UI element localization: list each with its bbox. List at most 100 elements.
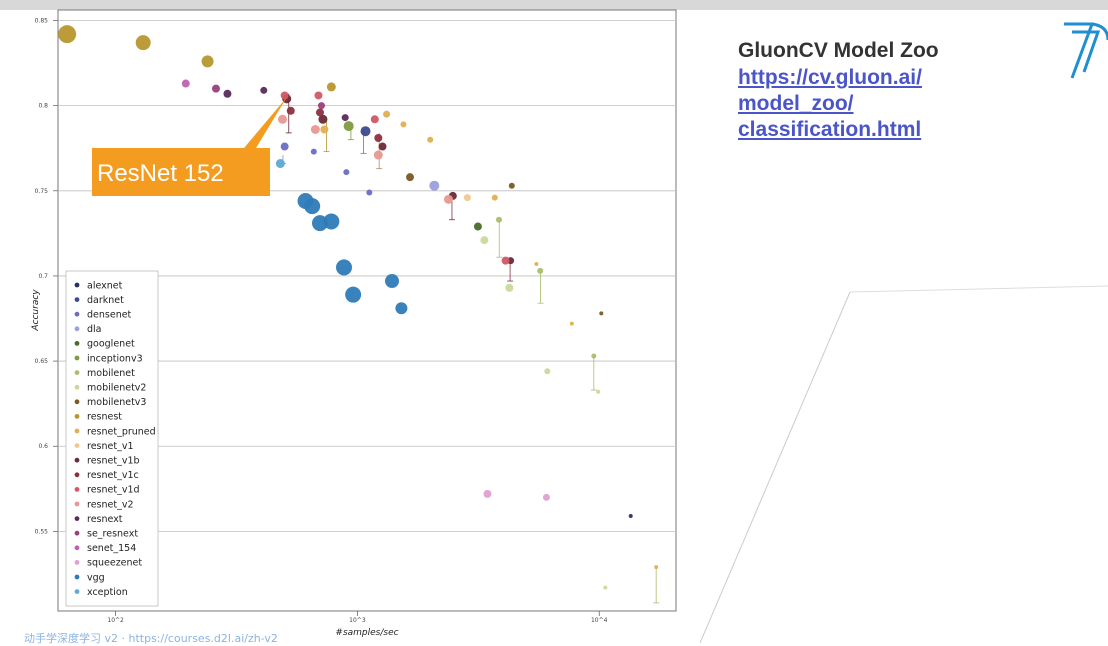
legend-swatch-resnest — [74, 414, 80, 419]
alexnet-point-0 — [628, 514, 633, 519]
legend-label-dla: dla — [87, 324, 102, 335]
legend-label-resnest: resnest — [87, 412, 122, 423]
y-tick-label-3: 0.7 — [38, 273, 48, 280]
x-axis-ticks: 10^2 10^3 10^4 — [107, 611, 608, 624]
resnest-point-1 — [135, 35, 151, 51]
slide-decoration — [700, 285, 1108, 643]
y-tick-label-1: 0.6 — [38, 443, 48, 450]
vgg-point-4 — [336, 259, 353, 276]
resnet_v1b-point-1 — [318, 114, 328, 124]
squeezenet-point-1 — [542, 493, 550, 501]
y-tick-label-0: 0.55 — [35, 528, 49, 535]
y-axis-ticks: 0.55 0.6 0.65 0.7 0.75 0.8 0.85 — [35, 18, 58, 535]
vgg-point-6 — [385, 274, 400, 289]
legend-swatch-resnet_v1b — [74, 457, 80, 463]
callout-label: ResNet 152 — [97, 160, 224, 187]
googlenet-point-0 — [473, 222, 482, 231]
vgg-point-7 — [395, 302, 408, 315]
legend-label-squeezenet: squeezenet — [87, 558, 142, 569]
senet_154-point-0 — [181, 79, 190, 88]
legend-swatch-darknet — [74, 297, 80, 302]
plot-frame — [57, 9, 677, 612]
resnest-point-2 — [201, 55, 214, 68]
legend-swatch-resnet_v1c — [74, 472, 80, 478]
resnet_pruned-point-6 — [569, 321, 574, 326]
legend-swatch-resnet_v2 — [74, 501, 80, 507]
legend-swatch-xception — [74, 589, 80, 594]
y-tick-label-6: 0.85 — [35, 18, 49, 25]
zoo-link-line-2: model_zoo/ — [738, 92, 854, 115]
resnet_v1c-point-0 — [286, 106, 295, 115]
legend-label-googlenet: googlenet — [87, 339, 135, 350]
resnet_v1d-point-2 — [370, 115, 379, 124]
resnest-point-0 — [58, 25, 77, 44]
legend-swatch-mobilenet — [74, 370, 80, 375]
resnet_v2-point-2 — [373, 150, 383, 160]
xception-point-0 — [275, 159, 285, 169]
mobilenetv3-point-2 — [599, 311, 604, 316]
footer-text: 动手学深度学习 v2 · https://courses.d2l.ai/zh-v… — [24, 632, 278, 645]
y-tick-label-5: 0.8 — [38, 103, 48, 110]
legend-swatch-resnet_pruned — [74, 428, 80, 434]
x-axis-title: #samples/sec — [335, 628, 398, 638]
legend-label-resnet_v1: resnet_v1 — [87, 441, 134, 452]
resnet_pruned-point-5 — [534, 262, 539, 267]
resnext-point-2 — [341, 114, 349, 122]
legend-label-mobilenet: mobilenet — [87, 368, 135, 379]
resnet_v1c-point-1 — [315, 108, 324, 117]
legend-swatch-squeezenet — [74, 560, 80, 565]
legend-swatch-inceptionv3 — [74, 355, 80, 361]
resnet_v1c-point-2 — [374, 134, 383, 143]
zoo-link-line-1: https://cv.gluon.ai/ — [738, 66, 922, 89]
x-tick-label-1: 10^3 — [349, 617, 366, 624]
legend-swatch-mobilenetv2 — [74, 384, 80, 390]
resnet_pruned-point-7 — [654, 565, 659, 570]
mobilenet-point-0 — [495, 216, 502, 223]
darknet-point-0 — [360, 126, 371, 137]
legend: alexnet darknet densenet dla googlenet incept… — [65, 270, 159, 607]
legend-label-resnet_v1b: resnet_v1b — [87, 456, 140, 467]
legend-swatch-googlenet — [74, 341, 80, 346]
d2l-logo-icon — [1064, 22, 1108, 79]
legend-label-resnet_v2: resnet_v2 — [87, 499, 134, 510]
legend-label-mobilenetv2: mobilenetv2 — [87, 383, 146, 394]
se_resnext-point-0 — [211, 84, 220, 93]
y-axis-title: Accuracy — [31, 289, 41, 332]
legend-label-resnext: resnext — [87, 514, 123, 525]
x-tick-label-0: 10^2 — [107, 617, 124, 624]
zoo-link[interactable]: https://cv.gluon.ai/ model_zoo/ classifi… — [738, 65, 1038, 143]
resnet_v2-point-1 — [310, 124, 320, 134]
mobilenet-point-2 — [591, 353, 597, 359]
legend-label-se_resnext: se_resnext — [87, 529, 138, 540]
mobilenetv2-point-0 — [480, 236, 489, 245]
densenet-point-1 — [310, 148, 317, 155]
resnext-point-0 — [223, 89, 232, 98]
legend-swatch-resnext — [74, 516, 80, 521]
legend-swatch-vgg — [74, 574, 80, 580]
resnet_v1d-point-3 — [501, 256, 510, 265]
resnet_pruned-point-3 — [427, 136, 434, 143]
legend-label-densenet: densenet — [87, 310, 132, 321]
legend-label-resnet_v1d: resnet_v1d — [87, 485, 140, 496]
legend-label-alexnet: alexnet — [87, 280, 123, 291]
resnet_pruned-point-1 — [383, 110, 391, 118]
vgg-point-1 — [304, 198, 321, 215]
dla-point-0 — [429, 180, 440, 191]
resnet_v1-point-0 — [463, 194, 471, 202]
legend-label-senet_154: senet_154 — [87, 543, 136, 554]
resnest-point-3 — [326, 82, 336, 92]
mobilenetv3-point-0 — [406, 173, 415, 182]
y-tick-label-2: 0.65 — [35, 358, 49, 365]
legend-swatch-se_resnext — [74, 530, 80, 536]
mobilenetv3-point-1 — [508, 182, 515, 189]
densenet-point-2 — [343, 169, 350, 176]
resnet_pruned-point-4 — [491, 194, 498, 201]
zoo-heading: GluonCV Model Zoo — [738, 39, 939, 62]
se_resnext-point-1 — [317, 102, 325, 110]
mobilenetv2-point-2 — [544, 368, 551, 375]
resnet_v1b-point-2 — [378, 142, 387, 151]
legend-label-vgg: vgg — [87, 572, 105, 583]
resnext-point-1 — [260, 86, 268, 94]
legend-swatch-densenet — [74, 311, 80, 317]
x-tick-label-2: 10^4 — [591, 617, 608, 624]
